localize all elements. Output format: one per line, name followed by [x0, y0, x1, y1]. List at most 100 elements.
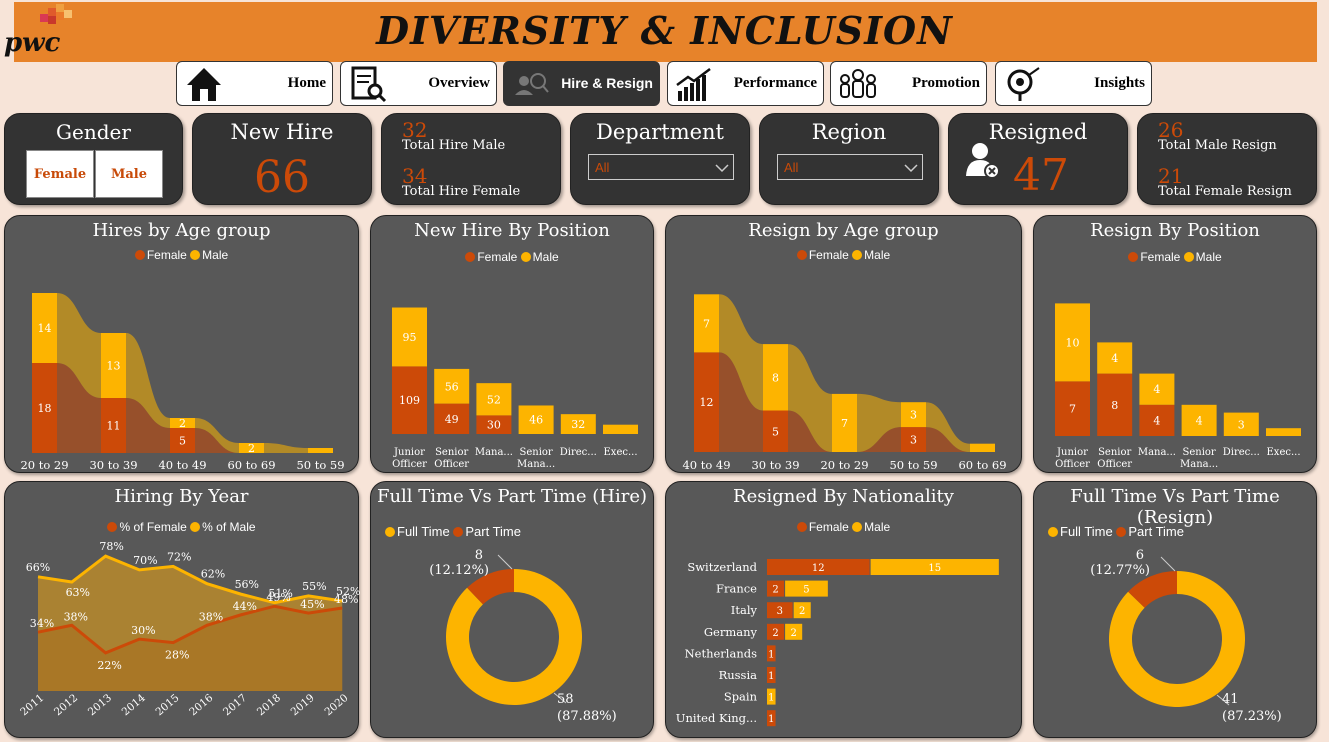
ft-pt-resign-title: Full Time Vs Part Time (Resign): [1070, 486, 1280, 528]
resign-by-age-title: Resign by Age group: [748, 220, 939, 241]
male-bar: [767, 688, 776, 705]
female-data-label: 38%: [64, 610, 88, 623]
resign-by-age-panel: Resign by Age group Female Male 12 7 40 to…: [665, 215, 1022, 473]
hire-by-position-title: New Hire By Position: [414, 220, 610, 241]
x-tick-label: Exec...: [1267, 447, 1301, 458]
female-data-label: 30: [487, 419, 501, 432]
user-remove-icon: [966, 143, 1000, 179]
new-hire-title: New Hire: [230, 120, 334, 144]
female-bar: [434, 403, 470, 434]
male-data-label: 55%: [302, 580, 326, 593]
female-data-label: 3: [777, 606, 783, 617]
ft-pt-hire-legend: Full Time Part Time: [385, 524, 653, 539]
resign-by-position-legend: Female Male: [1034, 250, 1316, 264]
female-data-label: 109: [399, 394, 420, 407]
male-bar: [785, 580, 828, 597]
y-tick-label: France: [716, 582, 757, 596]
x-tick-label: 20 to 29: [20, 458, 68, 472]
x-tick-label: 2019: [289, 692, 317, 718]
male-bar: [476, 383, 512, 416]
hiring-by-year-chart: 66% 63% 78% 70% 72% 62% 56% 51% 55% 52% 34% 38% 22% 3…: [18, 540, 360, 718]
legend-part-time: Part Time: [1128, 524, 1184, 539]
nav-insights-button[interactable]: Insights: [995, 61, 1152, 106]
x-tick-label: Junior: [1056, 447, 1088, 458]
x-tick-label: Direc...: [1223, 447, 1260, 458]
resigned-title: Resigned: [988, 120, 1088, 144]
x-tick-label: Officer: [434, 459, 469, 470]
x-tick-label: 30 to 39: [751, 458, 799, 472]
leader-line: [1160, 556, 1176, 572]
female-bar: [763, 410, 788, 452]
hire-by-position-panel: New Hire By Position Female Male 109 95 Ju…: [370, 215, 654, 473]
gender-female-option[interactable]: Female: [26, 150, 94, 198]
female-data-label: 49: [445, 413, 459, 426]
leader-line: [1216, 694, 1230, 706]
male-bar: [392, 307, 427, 367]
hire-male-value: 32: [402, 118, 428, 142]
department-value: All: [595, 160, 610, 175]
male-bar: [101, 333, 126, 398]
nav-overview-button[interactable]: Overview: [340, 61, 497, 106]
leader-line: [497, 554, 513, 570]
ft-pt-hire-chart: 8(12.12%) 58 (87.88%): [429, 548, 616, 724]
male-bar: [785, 623, 803, 640]
people-search-icon: [510, 65, 552, 107]
legend-male: Male: [532, 250, 559, 264]
x-tick-label: Junior: [393, 447, 425, 458]
male-bar: [870, 559, 999, 575]
idea-head-icon: [1002, 65, 1044, 107]
resign-female-value: 21: [1158, 164, 1184, 188]
x-tick-label: Senior: [519, 447, 552, 458]
female-data-label: 3: [910, 434, 917, 447]
male-bar: [832, 393, 857, 452]
x-tick-label: 2015: [153, 692, 181, 718]
male-data-label: 2: [790, 628, 796, 639]
resign-by-age-chart: 12 7 40 to 49 5 8 30 to 39 7 20 to 29 3 3 50 to 59…: [682, 294, 1007, 472]
full-time-slice: [446, 569, 582, 705]
female-bar: [901, 427, 926, 452]
full-time-pct-label: (87.23%): [1222, 709, 1282, 724]
male-ribbon: [126, 333, 170, 428]
female-data-label: 2: [772, 628, 778, 639]
nav-home-label: Home: [287, 75, 326, 91]
legend-full-time: Full Time: [1060, 524, 1113, 539]
new-hire-card: New Hire 66: [192, 113, 372, 205]
nav-hire-resign-button[interactable]: Hire & Resign: [503, 61, 660, 106]
gender-male-option[interactable]: Male: [95, 150, 163, 198]
pwc-logo-mark: [34, 4, 74, 30]
resign-male-value: 26: [1158, 118, 1184, 142]
region-dropdown[interactable]: All: [777, 154, 923, 180]
female-data-label: 12: [812, 563, 825, 574]
home-icon: [183, 65, 225, 107]
hiring-by-year-legend: % of Female % of Male: [5, 520, 358, 534]
nav-home-button[interactable]: Home: [176, 61, 333, 106]
male-data-label: 46: [529, 414, 543, 427]
x-tick-label: Mana...: [475, 447, 513, 458]
male-data-label: 10: [1066, 336, 1080, 349]
x-tick-label: 2017: [221, 692, 249, 718]
team-icon: [837, 65, 879, 107]
department-slicer-card: Department All: [570, 113, 750, 205]
part-time-pct-label: (12.77%): [1090, 563, 1150, 578]
female-bar: [1139, 404, 1175, 436]
male-bar: [603, 424, 638, 434]
x-tick-label: 50 to 59: [889, 458, 937, 472]
nav-promotion-button[interactable]: Promotion: [830, 61, 987, 106]
nav-performance-button[interactable]: Performance: [667, 61, 824, 106]
department-title: Department: [595, 120, 724, 144]
department-dropdown[interactable]: All: [588, 154, 734, 180]
x-tick-label: Officer: [1055, 459, 1090, 470]
hire-male-label: Total Hire Male: [402, 138, 506, 153]
y-tick-label: Russia: [719, 668, 758, 682]
female-data-label: 1: [768, 714, 774, 725]
male-data-label: 2: [799, 606, 805, 617]
female-bar: [1097, 373, 1133, 436]
nationality-legend: Female Male: [666, 520, 1021, 534]
female-bar: [101, 398, 126, 453]
male-data-label: 72%: [167, 550, 191, 563]
male-bar: [1139, 373, 1175, 405]
y-tick-label: Italy: [731, 603, 758, 617]
x-tick-label: Officer: [1097, 459, 1132, 470]
hires-by-age-panel: Hires by Age group Female Male 18 14 20 to…: [4, 215, 359, 473]
part-time-slice: [1128, 571, 1177, 608]
